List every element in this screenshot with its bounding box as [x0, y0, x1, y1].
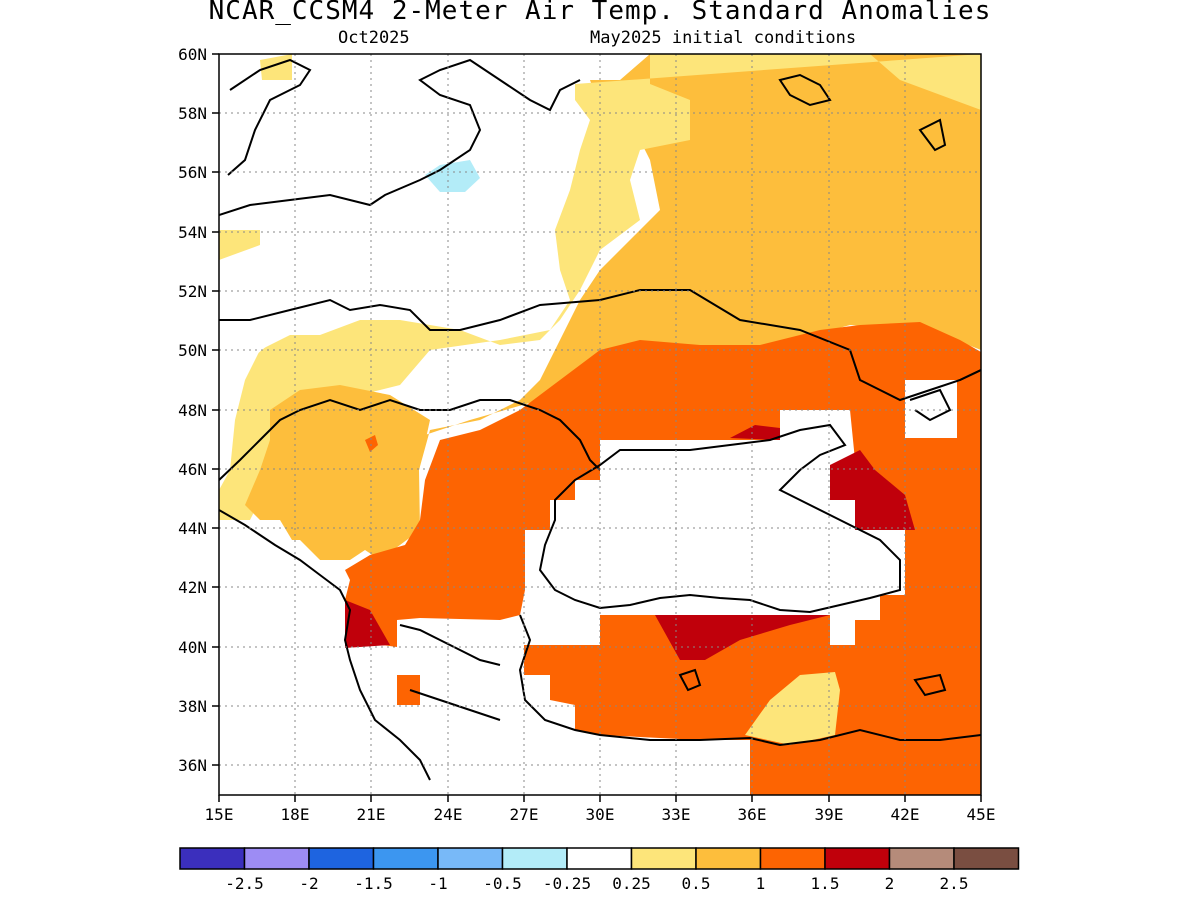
- lat-label: 46N: [178, 460, 207, 479]
- legend-label: 0.25: [612, 874, 651, 893]
- legend-swatch: [566, 847, 633, 870]
- anomaly-field-16: [425, 160, 480, 192]
- map-title: NCAR_CCSM4 2-Meter Air Temp. Standard An…: [208, 0, 992, 26]
- anomaly-field-6: [245, 385, 430, 560]
- lon-labels: 15E 18E 21E 24E 27E 30E 33E 36E 39E 42E …: [205, 805, 996, 824]
- legend-label: -1.5: [354, 874, 393, 893]
- legend-swatch: [695, 847, 762, 870]
- lon-label: 33E: [662, 805, 691, 824]
- legend-swatch: [888, 847, 955, 870]
- legend-swatch: [243, 847, 310, 870]
- lon-label: 18E: [281, 805, 310, 824]
- legend-label: -2.5: [225, 874, 264, 893]
- color-legend: -2.5 -2 -1.5 -1 -0.5 -0.25 0.25 0.5 1 1.5 2 2.5: [179, 847, 1020, 893]
- lat-label: 40N: [178, 638, 207, 657]
- coastlines: [219, 58, 981, 781]
- legend-label: -0.25: [543, 874, 591, 893]
- lon-label: 15E: [205, 805, 234, 824]
- legend-swatch: [179, 847, 246, 870]
- legend-swatch: [372, 847, 439, 870]
- lat-label: 36N: [178, 756, 207, 775]
- anomaly-field-12: [345, 600, 390, 648]
- anomaly-field-3: [219, 84, 690, 520]
- legend-swatch: [630, 847, 697, 870]
- lat-label: 54N: [178, 223, 207, 242]
- init-conditions-label: May2025 initial conditions: [590, 28, 857, 48]
- lon-label: 42E: [891, 805, 920, 824]
- lat-label: 44N: [178, 519, 207, 538]
- legend-label: 1.5: [811, 874, 840, 893]
- anomaly-field-5: [260, 54, 292, 80]
- anomaly-field-13: [365, 435, 378, 452]
- lat-label: 42N: [178, 578, 207, 597]
- lat-labels: 60N 58N 56N 54N 52N 50N 48N 46N 44N 42N …: [178, 45, 207, 775]
- legend-label: -0.5: [483, 874, 522, 893]
- legend-label: 2: [885, 874, 895, 893]
- legend-swatch: [308, 847, 375, 870]
- lon-label: 24E: [434, 805, 463, 824]
- legend-swatch: [501, 847, 568, 870]
- lon-label: 39E: [815, 805, 844, 824]
- legend-label: -2: [299, 874, 318, 893]
- anomaly-field-4: [219, 230, 260, 260]
- legend-swatch: [437, 847, 504, 870]
- lat-label: 60N: [178, 45, 207, 64]
- anomaly-field-17: [219, 540, 345, 795]
- legend-label: 0.5: [682, 874, 711, 893]
- anomaly-field-9: [830, 450, 915, 530]
- lat-label: 56N: [178, 163, 207, 182]
- legend-label: -1: [428, 874, 447, 893]
- anomaly-field-10: [730, 425, 780, 440]
- lat-label: 38N: [178, 697, 207, 716]
- graticule: [219, 54, 981, 795]
- legend-swatch: [759, 847, 826, 870]
- axis-ticks: [212, 53, 982, 802]
- legend-label: 1: [756, 874, 766, 893]
- lon-label: 27E: [510, 805, 539, 824]
- anomaly-field-18: [219, 270, 360, 410]
- anomaly-field-1: [350, 54, 981, 560]
- lon-label: 30E: [586, 805, 615, 824]
- lon-label: 21E: [357, 805, 386, 824]
- anomaly-field-15: [745, 672, 840, 745]
- lon-label: 36E: [738, 805, 767, 824]
- lat-label: 58N: [178, 104, 207, 123]
- lat-label: 52N: [178, 282, 207, 301]
- lon-label: 45E: [967, 805, 996, 824]
- anomaly-field-14: [397, 675, 420, 705]
- anomaly-fields: [219, 54, 981, 795]
- anomaly-field-11: [655, 615, 830, 660]
- legend-swatch: [953, 847, 1020, 870]
- lat-label: 50N: [178, 341, 207, 360]
- valid-month-label: Oct2025: [338, 28, 410, 48]
- legend-label: 2.5: [940, 874, 969, 893]
- legend-swatch: [824, 847, 891, 870]
- lat-label: 48N: [178, 401, 207, 420]
